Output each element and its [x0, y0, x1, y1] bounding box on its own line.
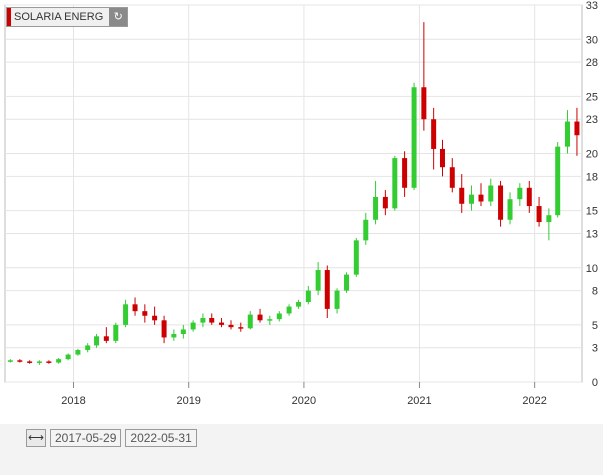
x-tick-label: 2018: [61, 395, 85, 407]
candle-body: [257, 314, 263, 321]
end-date-field[interactable]: 2022-05-31: [125, 429, 197, 447]
candle-body: [85, 345, 91, 351]
candle-body: [103, 336, 109, 341]
candle-body: [431, 119, 437, 149]
candle-body: [228, 324, 234, 328]
candle-body: [75, 350, 81, 355]
candle-body: [498, 185, 504, 220]
candle-body: [200, 318, 206, 323]
candle-body: [507, 199, 513, 220]
x-tick-label: 2021: [407, 395, 431, 407]
candle-body: [315, 270, 321, 291]
candle-body: [142, 311, 148, 316]
candle-body: [555, 146, 561, 216]
candle-body: [392, 158, 398, 209]
grid: [4, 4, 583, 383]
candle-body: [94, 336, 100, 346]
candle-body: [564, 121, 570, 147]
candle-body: [161, 320, 167, 338]
candle-body: [305, 290, 311, 303]
candle-body: [286, 306, 292, 314]
y-tick-label: 18: [586, 171, 598, 183]
candle-body: [113, 324, 119, 341]
candle-body: [439, 148, 445, 168]
y-tick-label: 10: [586, 263, 598, 275]
candle-body: [488, 185, 494, 202]
candle-body: [276, 313, 282, 320]
candle-body: [219, 322, 225, 325]
y-tick-label: 20: [586, 149, 598, 161]
candle-body: [363, 219, 369, 241]
candle-body: [180, 329, 186, 335]
candle-body: [353, 240, 359, 275]
candle-body: [132, 304, 138, 312]
series-color-swatch: [7, 8, 11, 26]
series-legend: SOLARIA ENERG ↻: [6, 7, 129, 27]
candle-body: [190, 322, 196, 330]
candle-body: [324, 270, 330, 309]
candle-body: [459, 187, 465, 204]
y-tick-label: 0: [592, 377, 598, 389]
y-tick-label: 33: [586, 0, 598, 12]
y-tick-label: 13: [586, 228, 598, 240]
candle-body: [65, 354, 71, 360]
candle-body: [421, 87, 427, 120]
candle-body: [536, 206, 542, 223]
candle-body: [478, 194, 484, 202]
y-tick-label: 15: [586, 206, 598, 218]
candle-body: [46, 361, 52, 363]
y-tick-label: 3: [592, 343, 598, 355]
candle-body: [373, 196, 379, 220]
x-axis: 2018 2019 2020 2021 2022: [61, 382, 547, 407]
candle-body: [27, 361, 33, 363]
x-tick-label: 2022: [522, 395, 546, 407]
navigator-controls: ⟷ 2017-05-29 2022-05-31: [26, 429, 197, 447]
candle-body: [574, 121, 580, 136]
y-tick-label: 25: [586, 91, 598, 103]
candle-body: [7, 360, 13, 362]
plot-frame: [4, 4, 583, 383]
candle-body: [209, 318, 215, 323]
candles: [7, 22, 580, 365]
candle-body: [469, 194, 475, 204]
candle-body: [36, 361, 42, 363]
y-tick-label: 5: [592, 320, 598, 332]
candle-body: [382, 196, 388, 209]
candle-body: [238, 327, 244, 329]
candle-body: [449, 167, 455, 188]
candle-body: [247, 314, 253, 329]
candle-body: [344, 274, 350, 291]
range-arrows-icon[interactable]: ⟷: [26, 429, 46, 447]
series-label: SOLARIA ENERG: [14, 11, 104, 23]
candle-body: [171, 334, 177, 338]
candle-body: [517, 187, 523, 200]
y-tick-label: 23: [586, 114, 598, 126]
candle-body: [411, 87, 417, 188]
x-tick-label: 2020: [292, 395, 316, 407]
y-tick-label: 8: [592, 286, 598, 298]
y-tick-label: 30: [586, 34, 598, 46]
start-date-field[interactable]: 2017-05-29: [50, 429, 122, 447]
candle-body: [56, 359, 62, 363]
candle-body: [334, 290, 340, 309]
candle-body: [546, 215, 552, 223]
y-tick-label: 28: [586, 57, 598, 69]
refresh-icon[interactable]: ↻: [109, 8, 128, 26]
candle-body: [402, 158, 408, 188]
candle-body: [267, 319, 273, 321]
candle-body: [526, 187, 532, 207]
x-tick-label: 2019: [176, 395, 200, 407]
y-axis: 0 3 5 8 10 13 15 18 20 23 25 28 30 33: [586, 0, 598, 389]
candle-body: [123, 304, 129, 325]
candle-body: [152, 315, 158, 321]
candle-body: [17, 360, 23, 362]
candle-body: [296, 302, 302, 307]
